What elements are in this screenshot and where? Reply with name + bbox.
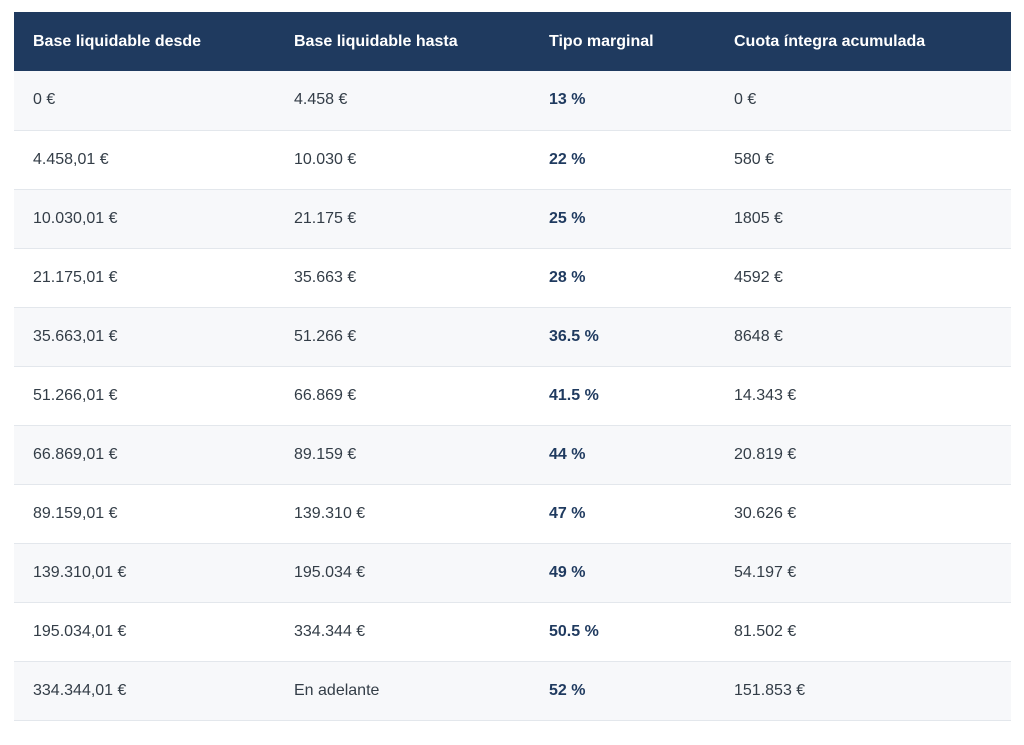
header-tipo-marginal: Tipo marginal <box>549 32 654 50</box>
cell-tipo-marginal: 22 % <box>549 150 586 168</box>
cell-base-hasta: 66.869 € <box>294 386 357 404</box>
cell-base-hasta: 51.266 € <box>294 327 357 345</box>
header-base-hasta: Base liquidable hasta <box>294 32 458 50</box>
cell-tipo-marginal: 25 % <box>549 209 586 227</box>
cell-cuota-integra: 14.343 € <box>734 386 797 404</box>
table-row: 139.310,01 € 195.034 € 49 % 54.197 € <box>14 543 1011 602</box>
cell-base-hasta: En adelante <box>294 681 380 699</box>
cell-tipo-marginal: 52 % <box>549 681 586 699</box>
cell-base-hasta: 35.663 € <box>294 268 357 286</box>
cell-base-desde: 334.344,01 € <box>33 681 127 699</box>
cell-cuota-integra: 20.819 € <box>734 445 797 463</box>
header-cuota-integra: Cuota íntegra acumulada <box>734 32 926 50</box>
cell-tipo-marginal: 50.5 % <box>549 622 599 640</box>
cell-base-desde: 21.175,01 € <box>33 268 118 286</box>
cell-cuota-integra: 580 € <box>734 150 775 168</box>
cell-base-hasta: 195.034 € <box>294 563 366 581</box>
tax-bracket-table-container: Base liquidable desde Base liquidable ha… <box>14 12 1011 721</box>
cell-tipo-marginal: 49 % <box>549 563 586 581</box>
table-body: 0 € 4.458 € 13 % 0 € 4.458,01 € 10.030 € 22 % 5… <box>14 71 1011 720</box>
cell-base-desde: 195.034,01 € <box>33 622 127 640</box>
table-row: 0 € 4.458 € 13 % 0 € <box>14 71 1011 130</box>
table-row: 334.344,01 € En adelante 52 % 151.853 € <box>14 661 1011 720</box>
cell-base-desde: 89.159,01 € <box>33 504 118 522</box>
table-row: 4.458,01 € 10.030 € 22 % 580 € <box>14 130 1011 189</box>
cell-base-hasta: 89.159 € <box>294 445 357 463</box>
tax-bracket-table: Base liquidable desde Base liquidable ha… <box>14 12 1011 721</box>
cell-cuota-integra: 81.502 € <box>734 622 797 640</box>
cell-tipo-marginal: 44 % <box>549 445 586 463</box>
table-row: 51.266,01 € 66.869 € 41.5 % 14.343 € <box>14 366 1011 425</box>
cell-cuota-integra: 151.853 € <box>734 681 806 699</box>
table-row: 89.159,01 € 139.310 € 47 % 30.626 € <box>14 484 1011 543</box>
cell-tipo-marginal: 28 % <box>549 268 586 286</box>
cell-base-desde: 139.310,01 € <box>33 563 127 581</box>
table-row: 10.030,01 € 21.175 € 25 % 1805 € <box>14 189 1011 248</box>
table-header: Base liquidable desde Base liquidable ha… <box>14 12 1011 71</box>
cell-base-desde: 4.458,01 € <box>33 150 109 168</box>
cell-cuota-integra: 0 € <box>734 91 757 109</box>
table-row: 35.663,01 € 51.266 € 36.5 % 8648 € <box>14 307 1011 366</box>
cell-base-hasta: 139.310 € <box>294 504 366 522</box>
cell-base-desde: 10.030,01 € <box>33 209 118 227</box>
cell-base-desde: 66.869,01 € <box>33 445 118 463</box>
cell-base-hasta: 21.175 € <box>294 209 357 227</box>
cell-cuota-integra: 1805 € <box>734 209 783 227</box>
table-row: 21.175,01 € 35.663 € 28 % 4592 € <box>14 248 1011 307</box>
header-base-desde: Base liquidable desde <box>33 32 202 50</box>
cell-tipo-marginal: 13 % <box>549 91 586 109</box>
cell-base-hasta: 10.030 € <box>294 150 357 168</box>
cell-cuota-integra: 8648 € <box>734 327 783 345</box>
cell-tipo-marginal: 41.5 % <box>549 386 599 404</box>
table-row: 66.869,01 € 89.159 € 44 % 20.819 € <box>14 425 1011 484</box>
cell-base-desde: 51.266,01 € <box>33 386 118 404</box>
cell-base-desde: 35.663,01 € <box>33 327 118 345</box>
header-row: Base liquidable desde Base liquidable ha… <box>14 12 1011 71</box>
cell-cuota-integra: 30.626 € <box>734 504 797 522</box>
cell-cuota-integra: 54.197 € <box>734 563 797 581</box>
table-row: 195.034,01 € 334.344 € 50.5 % 81.502 € <box>14 602 1011 661</box>
cell-base-hasta: 334.344 € <box>294 622 366 640</box>
cell-base-hasta: 4.458 € <box>294 91 348 109</box>
cell-cuota-integra: 4592 € <box>734 268 783 286</box>
cell-tipo-marginal: 36.5 % <box>549 327 599 345</box>
cell-tipo-marginal: 47 % <box>549 504 586 522</box>
cell-base-desde: 0 € <box>33 91 56 109</box>
